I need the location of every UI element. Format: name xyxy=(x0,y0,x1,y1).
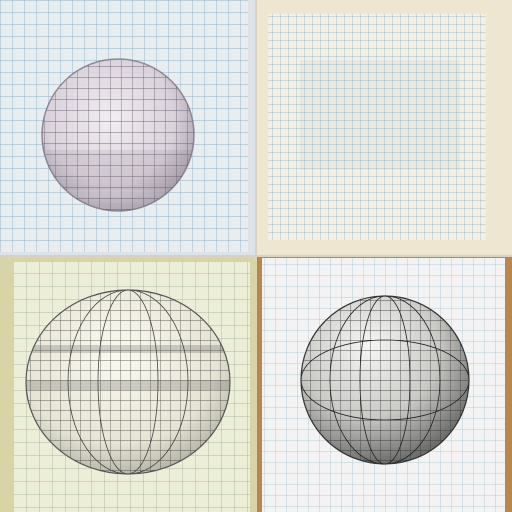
panel-bottom-right xyxy=(257,257,512,512)
panel-top-right xyxy=(257,0,512,255)
panel-top-left xyxy=(0,0,255,255)
panel-bottom-left xyxy=(0,257,257,512)
